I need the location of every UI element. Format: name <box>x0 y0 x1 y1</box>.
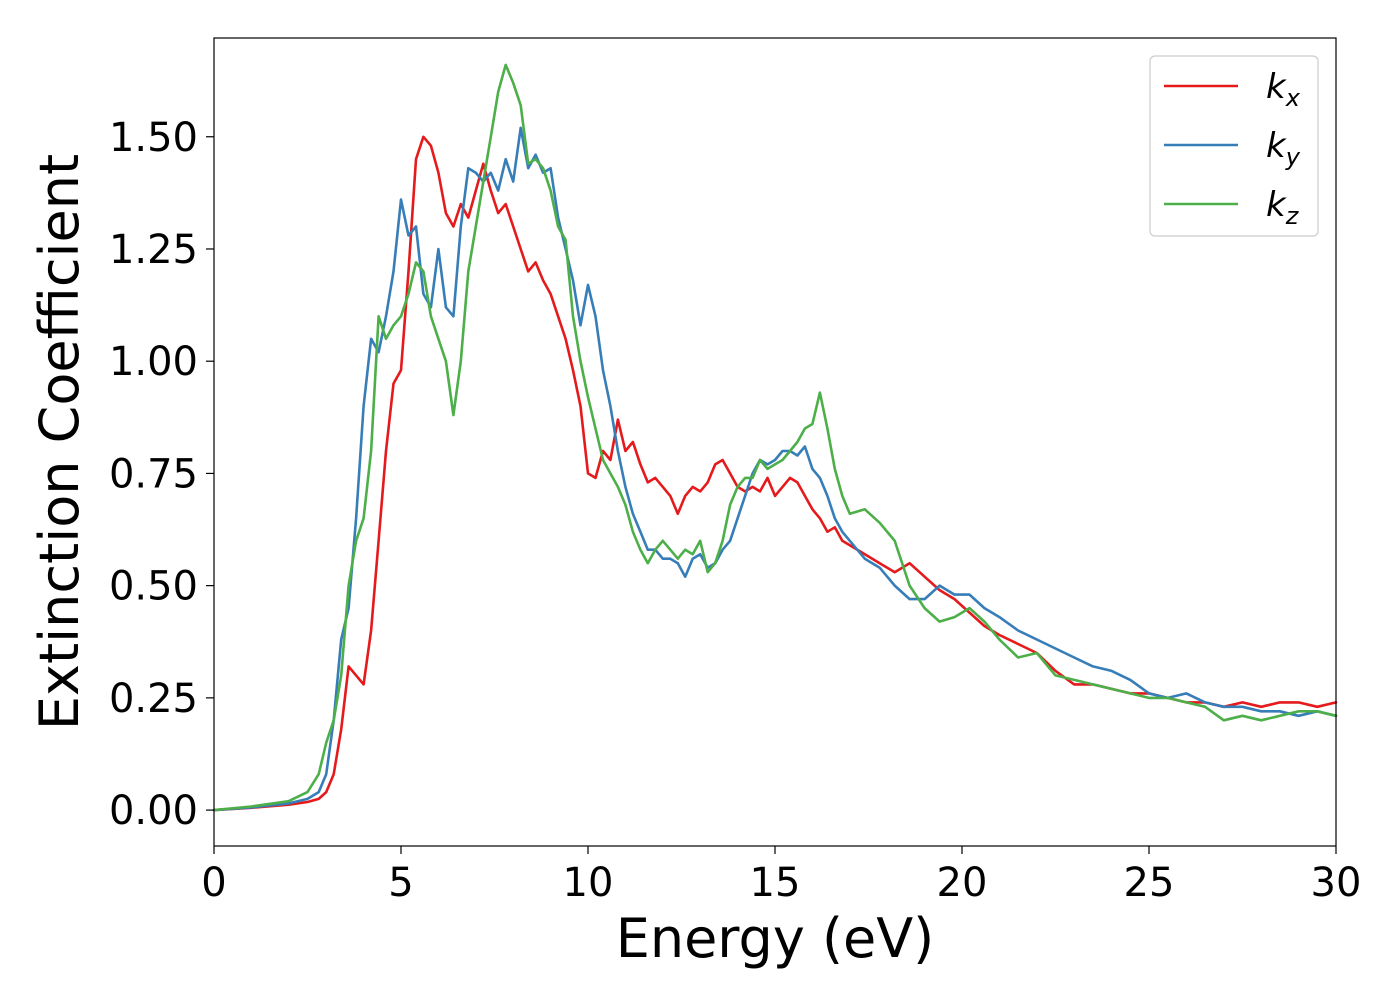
y-tick-label: 0.50 <box>109 564 198 610</box>
y-tick-label: 0.00 <box>109 788 198 834</box>
y-tick-label: 1.00 <box>109 339 198 385</box>
series-line-x <box>212 135 1338 812</box>
y-tick-label: 0.25 <box>109 676 198 722</box>
x-tick-label: 10 <box>563 860 614 906</box>
y-tick-label: 1.25 <box>109 227 198 273</box>
series-line-z <box>212 63 1338 812</box>
x-tick-label: 30 <box>1311 860 1362 906</box>
x-tick-label: 25 <box>1124 860 1175 906</box>
y-tick-label: 0.75 <box>109 451 198 497</box>
x-tick-label: 15 <box>750 860 801 906</box>
x-axis-label: Energy (eV) <box>616 907 935 970</box>
y-ticks: 0.00 0.25 0.50 0.75 1.00 1.25 1.50 <box>109 115 214 834</box>
legend-label-x: kx <box>1266 67 1301 112</box>
series-layer <box>212 63 1338 812</box>
legend: kx ky kz <box>1149 55 1319 237</box>
y-axis-label: Extinction Coefficient <box>28 154 91 730</box>
y-tick-label: 1.50 <box>109 115 198 161</box>
x-tick-label: 0 <box>201 860 226 906</box>
series-line-y <box>212 126 1338 812</box>
x-tick-label: 5 <box>388 860 413 906</box>
legend-label-y: ky <box>1266 126 1301 171</box>
legend-label-z: kz <box>1266 185 1300 230</box>
x-ticks: 0 5 10 15 20 25 30 <box>201 846 1361 906</box>
x-tick-label: 20 <box>937 860 988 906</box>
